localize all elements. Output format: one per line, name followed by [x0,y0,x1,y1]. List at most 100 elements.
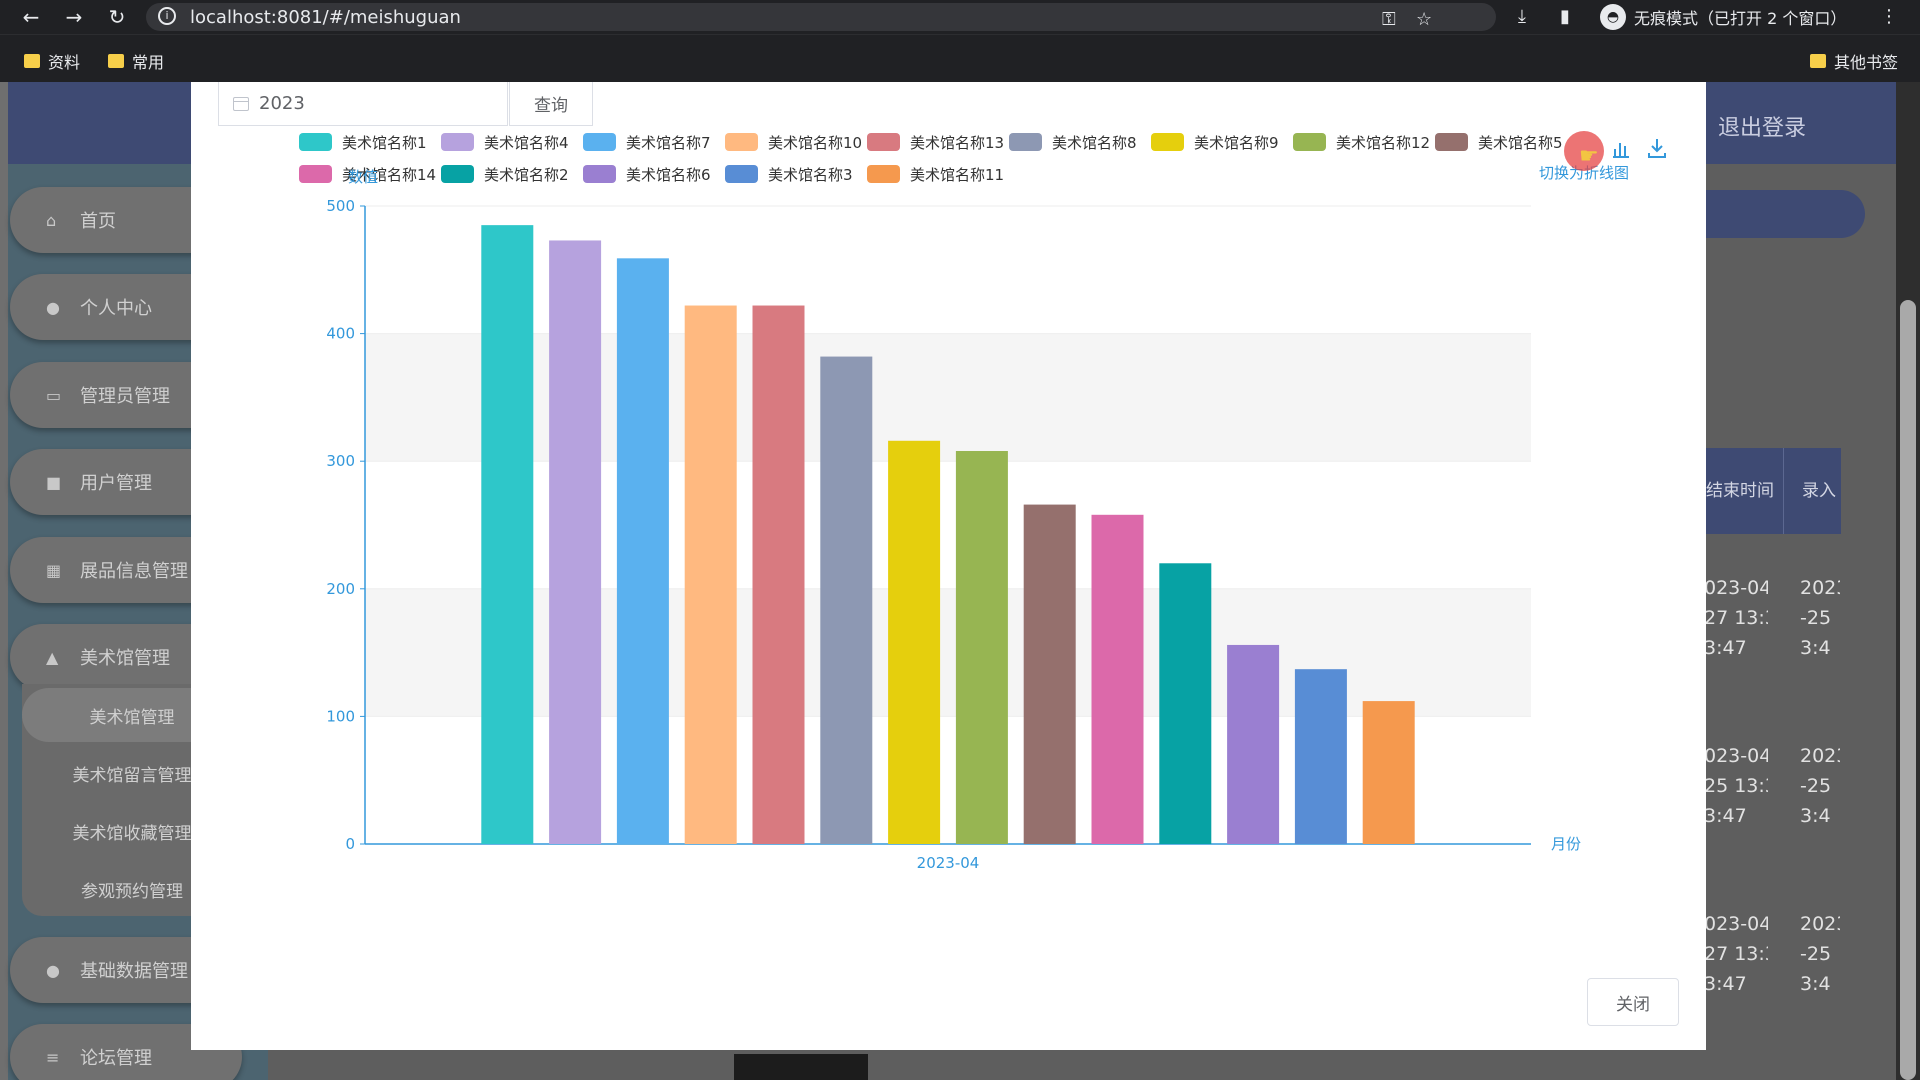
reload-icon[interactable]: ↻ [108,5,126,29]
grid-icon: ▦ [46,560,62,580]
split-area [365,461,1531,589]
table-cell: 2023 -25 3:4 [1800,913,1840,995]
legend-item[interactable]: 美术馆名称8 [1009,131,1137,153]
toolbox-tooltip: 切换为折线图 [1539,164,1630,182]
year-picker[interactable]: 2023 [218,82,508,126]
legend-label: 美术馆名称2 [484,165,569,184]
legend-swatch [1151,133,1184,151]
table-cell: 2023 -25 3:4 [1800,745,1840,827]
y-tick-label: 300 [326,452,355,470]
legend-item[interactable]: 美术馆名称13 [867,131,1004,153]
legend-label: 美术馆名称7 [626,133,711,152]
split-area [365,206,1531,334]
legend-item[interactable]: 美术馆名称11 [867,163,1004,185]
legend-label: 美术馆名称14 [342,165,437,184]
legend-swatch [725,165,758,183]
menu-icon[interactable]: ⋮ [1880,6,1898,27]
key-icon[interactable]: ⚿ [1382,9,1396,30]
table-cell: 023-04 27 13:3 3:47 [1704,913,1768,995]
bookmark-folder[interactable]: 资料 [24,49,80,73]
sidebar-item-label: 展品信息管理 [80,561,188,582]
download-icon[interactable]: ⤓ [1518,6,1526,27]
sidebar-item-label: 个人中心 [80,298,152,319]
year-value: 2023 [259,93,305,114]
table-header: 结束时间 录入 [1706,448,1841,534]
bookmark-label: 其他书签 [1834,53,1899,72]
bookmark-folder[interactable]: 常用 [108,49,164,73]
y-tick-label: 500 [326,197,355,215]
other-bookmarks[interactable]: 其他书签 [1810,49,1898,73]
legend-swatch [725,133,758,151]
legend-swatch [583,133,616,151]
calendar-icon [233,96,249,111]
legend-label: 美术馆名称8 [1052,133,1137,152]
legend-swatch [867,165,900,183]
legend-item[interactable]: 美术馆名称12 [1293,131,1430,153]
incognito-indicator[interactable]: ◓ 无痕模式（已打开 2 个窗口） [1600,3,1846,31]
query-button[interactable]: 查询 [509,82,593,126]
back-icon[interactable]: ← [22,5,40,29]
bar [888,440,941,844]
split-area [365,333,1531,462]
legend-item[interactable]: 美术馆名称4 [441,131,569,153]
bar [1091,514,1144,844]
bar-chart-icon[interactable] [1611,137,1631,159]
legend-swatch [867,133,900,151]
y-axis-title: 数值 [348,168,378,186]
table-cell: 2023 -25 3:4 [1800,577,1840,659]
close-button[interactable]: 关闭 [1587,978,1679,1026]
submenu-item[interactable]: 美术馆收藏管理 [72,823,192,844]
legend-label: 美术馆名称10 [768,133,863,152]
bar [1023,504,1076,844]
legend-label: 美术馆名称9 [1194,133,1279,152]
site-info-icon[interactable]: i [158,7,176,25]
legend-swatch [299,165,332,183]
submenu-item[interactable]: 美术馆留言管理 [72,765,192,786]
legend-item[interactable]: 美术馆名称10 [725,131,862,153]
legend-swatch [299,133,332,151]
bookmarks-bar: 资料 常用 其他书签 [0,34,1920,82]
legend-item[interactable]: 美术馆名称14 [299,163,436,185]
legend-item[interactable]: 美术馆名称9 [1151,131,1279,153]
legend-label: 美术馆名称3 [768,165,853,184]
legend-label: 美术馆名称12 [1336,133,1431,152]
legend-swatch [1293,133,1326,151]
bar [955,450,1008,844]
legend-item[interactable]: 美术馆名称5 [1435,131,1563,153]
legend-swatch [441,133,474,151]
x-tick-label: 2023-04 [917,854,980,872]
legend-label: 美术馆名称1 [342,133,427,152]
legend-item[interactable]: 美术馆名称2 [441,163,569,185]
scrollbar-thumb[interactable] [1900,300,1916,1080]
submenu-item[interactable]: 参观预约管理 [81,881,183,902]
legend-label: 美术馆名称11 [910,165,1005,184]
split-area [365,588,1531,717]
sidepanel-icon[interactable]: ▮ [1560,6,1570,27]
hand-cursor-icon: ☛ [1579,144,1599,169]
home-icon: ⌂ [46,210,57,230]
sidebar-item-label: 用户管理 [80,473,152,494]
y-tick-label: 100 [326,707,355,725]
table-cell: 023-04 25 13:3 3:47 [1704,745,1768,827]
bar [1362,701,1415,844]
legend-item[interactable]: 美术馆名称3 [725,163,853,185]
sidebar-item-label: 管理员管理 [80,386,170,407]
legend-label: 美术馆名称6 [626,165,711,184]
legend-item[interactable]: 美术馆名称1 [299,131,427,153]
download-icon[interactable] [1647,137,1667,159]
legend-label: 美术馆名称13 [910,133,1005,152]
legend-item[interactable]: 美术馆名称7 [583,131,711,153]
chart-dialog: 2023 查询 美术馆名称1 美术馆名称4 美术馆名称7 美术馆名称10 美术馆名称13… [191,82,1706,1050]
click-indicator [1564,131,1604,171]
square-icon: ■ [46,472,62,492]
logout-link[interactable]: 退出登录 [1717,116,1806,141]
star-icon[interactable]: ☆ [1416,9,1433,30]
legend-item[interactable]: 美术馆名称6 [583,163,711,185]
url-text[interactable]: localhost:8081/#/meishuguan [190,7,461,28]
address-bar[interactable]: i localhost:8081/#/meishuguan ⚿ ☆ [146,3,1496,31]
museum-icon: ▲ [46,647,59,667]
monitor-icon: ▭ [46,385,62,405]
x-axis-title: 月份 [1551,835,1581,853]
forward-icon[interactable]: → [65,5,83,29]
